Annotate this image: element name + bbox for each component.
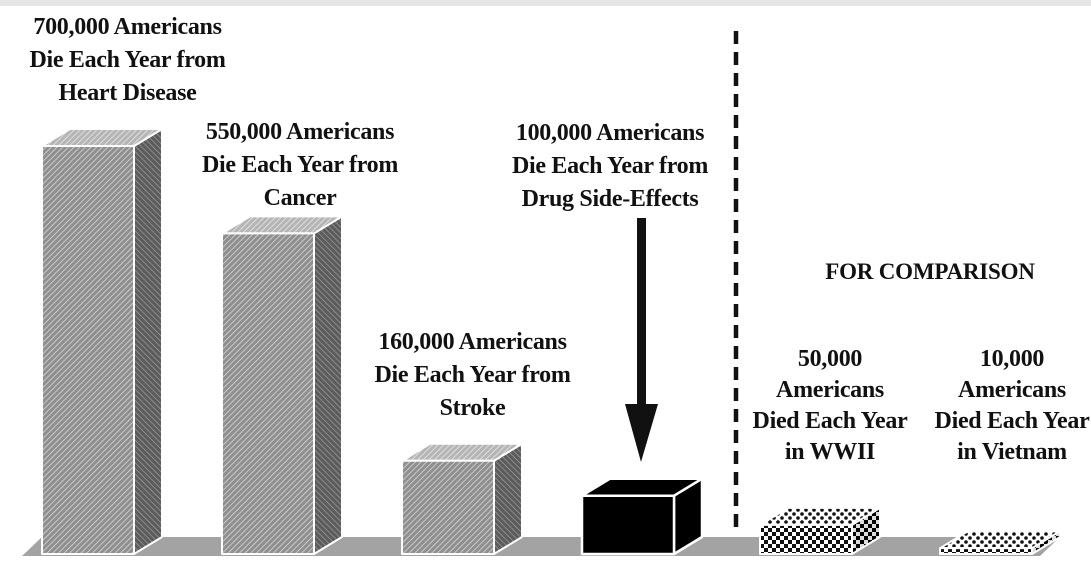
bar-label-line: Die Each Year from: [511, 153, 709, 179]
bar-label-line: Died Each Year: [752, 408, 908, 434]
bar-wwii: [759, 506, 881, 555]
bar-label-line: Cancer: [263, 185, 337, 211]
bar-cancer: [221, 215, 343, 555]
bar-label-line: in Vietnam: [957, 439, 1067, 465]
bar-front-face: [221, 232, 315, 555]
bar-label-vietnam: 10,000 Americans Died Each Year in Vietn…: [927, 344, 1091, 468]
bar-label-line: Americans: [776, 377, 884, 403]
bar-label-line: 50,000: [797, 346, 863, 372]
bar-label-line: Die Each Year from: [29, 47, 226, 73]
bar-side-face: [493, 442, 523, 555]
comparison-heading: FOR COMPARISON: [825, 259, 1035, 284]
bars-layer: [41, 128, 1061, 556]
arrow-pointer: [625, 218, 658, 462]
bar-stroke: [401, 442, 523, 555]
bar-label-line: in WWII: [784, 439, 876, 465]
bar-label-wwii: 50,000 Americans Died Each Year in WWII: [740, 344, 920, 468]
bar-label-line: Died Each Year: [934, 408, 1090, 434]
bar-vietnam: [939, 530, 1061, 555]
bar-label-line: 100,000 Americans: [515, 120, 705, 146]
bar-heart-disease: [41, 128, 163, 555]
bar-label-line: Heart Disease: [58, 80, 197, 106]
bar-label-stroke: 160,000 Americans Die Each Year from Str…: [350, 326, 595, 425]
arrow-shaft: [637, 218, 646, 406]
bar-side-face: [133, 128, 163, 555]
bar-label-line: Americans: [958, 377, 1066, 403]
bar-label-line: 550,000 Americans: [205, 119, 395, 145]
bar-label-line: 160,000 Americans: [378, 329, 567, 355]
bar-front-face: [759, 523, 853, 555]
bar-label-line: 10,000: [979, 346, 1045, 372]
bar-front-face: [41, 145, 135, 555]
bar-drug-side-effects: [580, 477, 704, 556]
bar-label-line: 700,000 Americans: [33, 14, 222, 40]
bar-label-line: Drug Side-Effects: [521, 186, 699, 212]
bar-side-face: [313, 215, 343, 555]
top-band: [0, 0, 1091, 6]
arrow-head: [625, 404, 658, 462]
bar-front-face: [580, 494, 676, 556]
bar-label-line: Stroke: [439, 395, 506, 421]
bar-label-heart-disease: 700,000 Americans Die Each Year from Hea…: [5, 11, 250, 110]
floor: [22, 537, 1060, 556]
bar-label-line: Die Each Year from: [374, 362, 571, 388]
bar-front-face: [939, 547, 1033, 555]
bar-label-cancer: 550,000 Americans Die Each Year from Can…: [175, 116, 425, 215]
bar-label-drug-side-effects: 100,000 Americans Die Each Year from Dru…: [485, 117, 735, 216]
bar-label-line: Die Each Year from: [201, 152, 399, 178]
bar-front-face: [401, 459, 495, 555]
